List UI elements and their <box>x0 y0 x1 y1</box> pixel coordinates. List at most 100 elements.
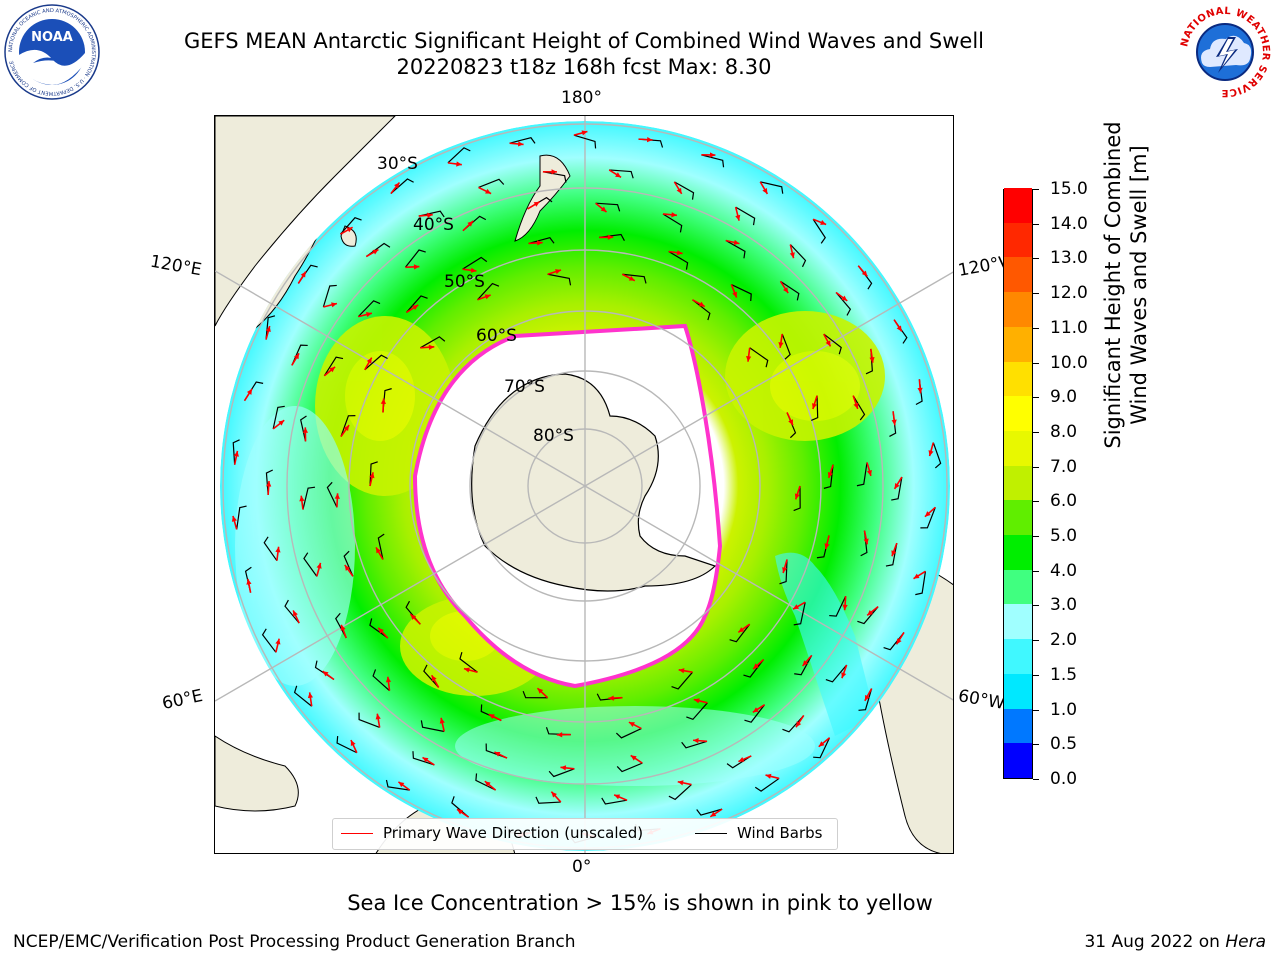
chart-title: GEFS MEAN Antarctic Significant Height o… <box>0 28 1168 80</box>
graticule <box>215 116 953 853</box>
wave-arrow-head <box>789 252 795 259</box>
wave-arrow-head <box>463 667 470 673</box>
wave-arrow-head <box>820 220 827 225</box>
wave-arrow-head <box>824 543 830 550</box>
wave-arrow-head <box>307 692 314 699</box>
wave-arrow-head <box>782 567 788 573</box>
wind-barb <box>340 415 356 437</box>
colorbar-segment <box>1004 361 1032 397</box>
wind-barb <box>447 147 471 164</box>
wave-arrow-head <box>302 427 309 433</box>
lat-label-60s: 60°S <box>476 326 517 346</box>
colorbar-tick-label: 6.0 <box>1050 491 1078 512</box>
wave-arrow-head <box>537 688 544 694</box>
wave-arrow-head <box>266 481 272 487</box>
wave-arrow-head <box>394 182 400 189</box>
colorbar-segment <box>1004 326 1032 362</box>
wave-arrow-head <box>365 311 372 318</box>
lat-label-30s: 30°S <box>377 154 418 174</box>
colorbar-segment <box>1004 465 1032 501</box>
noaa-wordmark: NOAA <box>31 30 73 45</box>
colorbar-tick-label: 14.0 <box>1050 213 1088 234</box>
wind-barb <box>369 618 389 639</box>
wave-arrow-head <box>841 672 847 679</box>
colorbar-tick-mark <box>1033 327 1039 329</box>
lat-label-80s: 80°S <box>533 426 574 446</box>
wind-barb <box>335 612 347 639</box>
wave-arrow-head <box>340 624 346 631</box>
colorbar-tick-mark <box>1033 258 1039 260</box>
wind-barb <box>542 171 567 183</box>
wind-barb <box>793 602 806 626</box>
wind-barb <box>261 628 277 653</box>
wind-barb <box>377 533 385 560</box>
wave-arrow-head <box>802 660 809 666</box>
wave-arrow-head <box>896 325 902 332</box>
wave-arrow-head <box>646 137 653 143</box>
wind-barb <box>595 202 621 212</box>
wind-barb <box>813 737 831 759</box>
wind-barb <box>811 395 819 421</box>
wave-arrow-head <box>733 239 740 245</box>
wave-arrow-head <box>398 781 405 788</box>
wind-barb <box>547 273 572 286</box>
wave-arrow-head <box>233 450 239 457</box>
wind-barb <box>358 712 380 729</box>
wind-barb <box>735 206 756 226</box>
colorbar-tick-mark <box>1033 431 1039 433</box>
wave-arrow-head <box>344 564 351 571</box>
colorbar-segment <box>1004 638 1032 674</box>
wave-arrow-head <box>275 546 281 553</box>
new-zealand <box>514 154 571 242</box>
wind-barb <box>829 595 847 617</box>
wave-arrow-head <box>556 732 563 738</box>
wave-arrow-head <box>265 326 271 332</box>
wave-arrow-head <box>842 604 848 611</box>
wind-barb <box>477 282 500 301</box>
wind-barb <box>232 439 240 465</box>
noaa-logo: NATIONAL OCEANIC AND ATMOSPHERIC ADMINIS… <box>4 4 100 100</box>
wave-arrow-head <box>891 419 897 426</box>
credit-host: Hera <box>1225 932 1266 952</box>
wave-arrow-head <box>551 791 557 798</box>
wind-barb <box>749 347 769 368</box>
wave-arrow-head <box>896 638 902 645</box>
wind-barb <box>412 751 435 766</box>
wind-barb <box>357 300 381 318</box>
wind-barb <box>265 315 276 340</box>
wave-arrow-head <box>788 419 793 426</box>
lat-label-40s: 40°S <box>413 215 454 235</box>
wind-barb <box>729 623 751 643</box>
wave-arrow-head <box>732 291 738 298</box>
wave-arrow-head <box>753 663 759 669</box>
wind-barb <box>462 256 488 270</box>
title-line-2: 20220823 t18z 168h fcst Max: 8.30 <box>396 55 772 79</box>
wind-barb <box>793 485 801 512</box>
wave-arrow-head <box>698 301 705 307</box>
wind-barb <box>812 218 826 244</box>
wave-arrow-head <box>765 773 772 779</box>
colorbar-tick-mark <box>1033 570 1039 572</box>
wave-arrow-head <box>693 738 699 744</box>
wind-barb <box>423 664 440 688</box>
wind-barb <box>522 690 548 699</box>
wave-arrow-head <box>628 275 635 281</box>
wave-arrow-head <box>614 794 621 800</box>
wind-barb <box>696 808 723 816</box>
wave-arrow-head <box>678 668 685 674</box>
legend-wave-direction: Primary Wave Direction (unscaled) <box>341 824 643 842</box>
wave-arrow-head <box>300 271 306 278</box>
wind-barb <box>781 333 791 360</box>
wave-arrow-head <box>866 469 872 476</box>
wind-barb <box>284 599 300 624</box>
wind-barb <box>852 395 866 421</box>
wind-barb <box>780 280 800 301</box>
wave-arrow-head <box>350 740 356 747</box>
wave-arrow-head <box>428 344 435 350</box>
colorbar-tick-label: 11.0 <box>1050 317 1088 338</box>
colorbar-tick-label: 15.0 <box>1050 179 1088 199</box>
wave-arrow-head <box>275 638 281 645</box>
wave-arrow-head <box>484 781 491 787</box>
wave-arrow-head <box>372 249 379 255</box>
wave-arrow-head <box>334 493 340 499</box>
